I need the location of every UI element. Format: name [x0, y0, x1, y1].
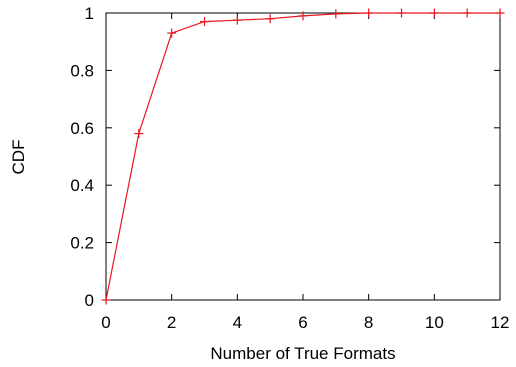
data-point-marker	[265, 14, 275, 24]
data-point-marker	[331, 9, 341, 19]
y-tick-label: 0.8	[70, 61, 94, 80]
y-tick-label: 0	[85, 291, 94, 310]
y-tick-label: 1	[85, 4, 94, 23]
x-tick-label: 6	[298, 313, 307, 332]
y-tick-label: 0.6	[70, 119, 94, 138]
x-tick-labels: 0 2 4 6 8 10 12	[101, 313, 509, 332]
data-point-marker	[200, 17, 209, 27]
x-axis-label: Number of True Formats	[210, 344, 395, 363]
y-axis-label: CDF	[9, 140, 28, 175]
x-tick-label: 8	[364, 313, 373, 332]
tick-marks	[105, 12, 501, 301]
x-tick-label: 10	[425, 313, 444, 332]
data-point-marker	[167, 28, 177, 38]
data-point-marker	[495, 8, 505, 18]
data-point-marker	[397, 8, 406, 18]
data-point-marker	[429, 8, 439, 18]
series-line	[105, 12, 500, 301]
data-point-marker	[298, 11, 308, 21]
x-tick-label: 12	[491, 313, 510, 332]
y-tick-labels: 0 0.2 0.4 0.6 0.8 1	[70, 4, 94, 310]
x-tick-label: 0	[101, 313, 110, 332]
x-tick-label: 2	[167, 313, 176, 332]
data-point-marker	[232, 15, 242, 25]
data-point-marker	[101, 295, 111, 305]
data-point-marker	[364, 8, 374, 18]
x-tick-label: 4	[233, 313, 242, 332]
y-tick-label: 0.2	[70, 234, 94, 253]
data-point-marker	[462, 8, 472, 18]
y-tick-label: 0.4	[70, 176, 94, 195]
plot-frame	[105, 12, 501, 301]
series-layer	[101, 8, 505, 305]
data-point-marker	[134, 129, 144, 139]
